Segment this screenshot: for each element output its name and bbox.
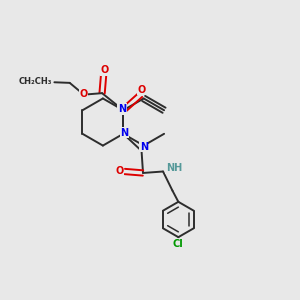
Text: NH: NH xyxy=(166,163,182,173)
Text: N: N xyxy=(118,104,126,114)
Text: Cl: Cl xyxy=(173,239,184,249)
Text: O: O xyxy=(100,65,109,75)
Text: N: N xyxy=(140,142,148,152)
Text: N: N xyxy=(120,128,128,138)
Text: O: O xyxy=(79,89,87,99)
Text: O: O xyxy=(115,166,124,176)
Text: O: O xyxy=(137,85,146,94)
Text: CH₂CH₃: CH₂CH₃ xyxy=(19,77,52,86)
